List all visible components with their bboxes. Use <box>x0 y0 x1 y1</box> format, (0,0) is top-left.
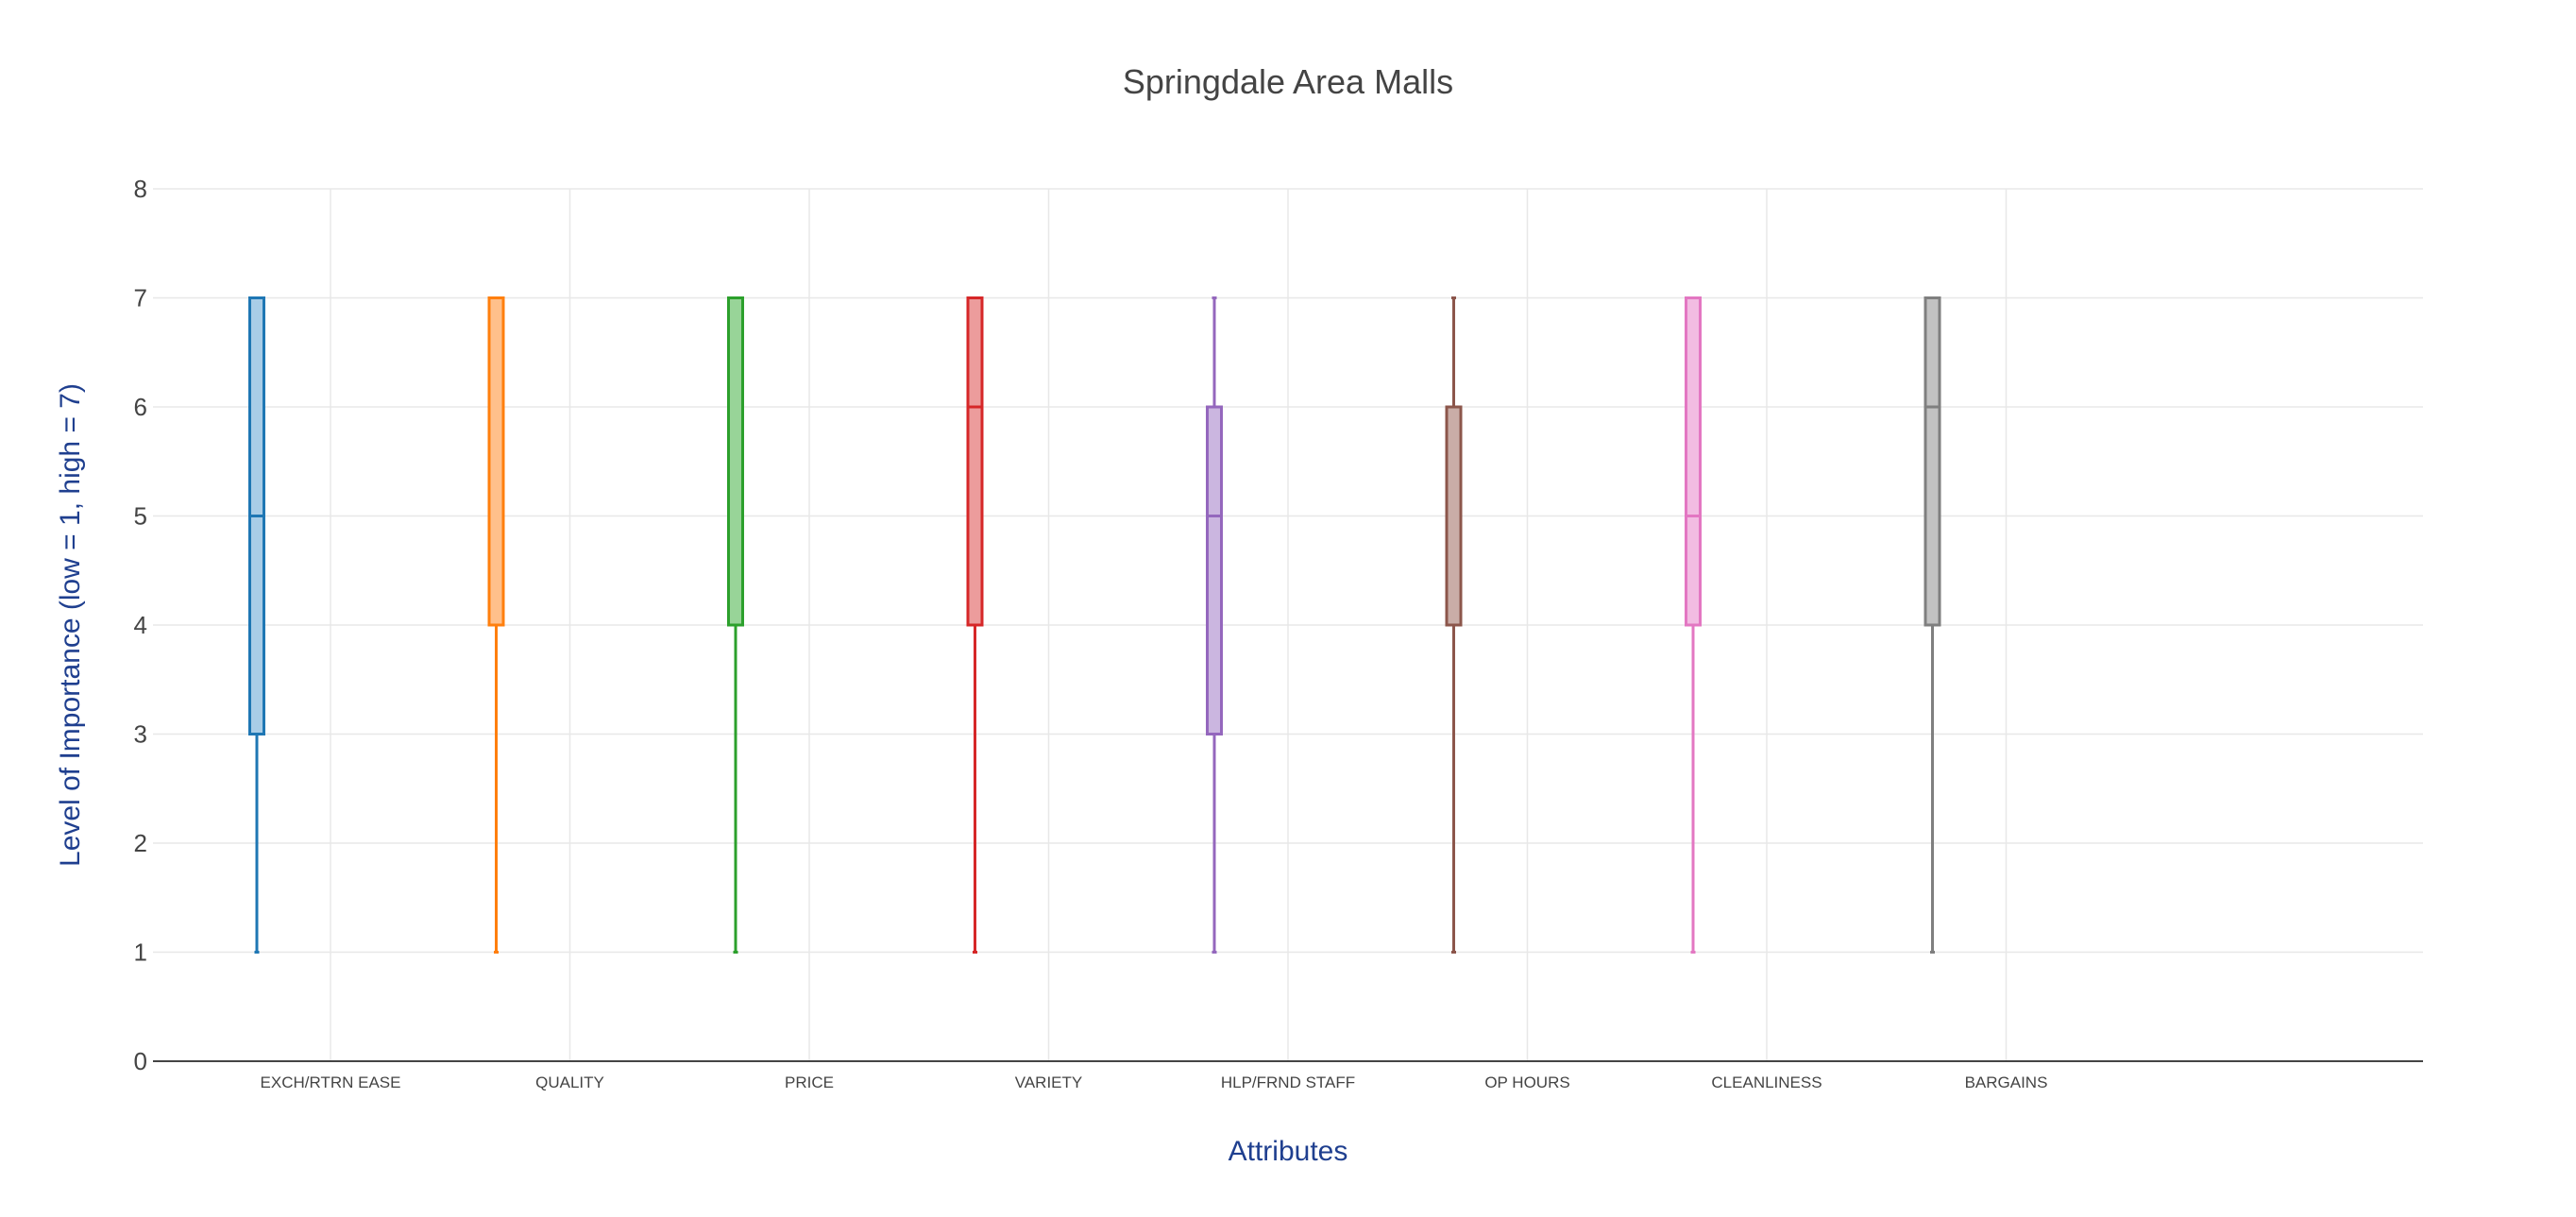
box-trace <box>1445 296 1463 954</box>
box-trace <box>727 296 744 954</box>
x-tick-label: BARGAINS <box>1965 1073 2048 1091</box>
y-tick-label: 5 <box>134 502 147 531</box>
box-iqr <box>1206 405 1223 735</box>
box-iqr <box>1685 296 1702 627</box>
y-axis-title: Level of Importance (low = 1, high = 7) <box>55 383 86 867</box>
x-tick-label: EXCH/RTRN EASE <box>261 1073 401 1091</box>
axes: 0 1 2 3 4 5 6 7 8 EXCH/RTRN EASE QUALITY PRICE VARIE… <box>134 175 2423 1091</box>
box-trace <box>248 296 265 954</box>
box-trace <box>1685 296 1702 954</box>
box-iqr <box>1924 296 1941 627</box>
box-trace <box>487 296 505 954</box>
box-iqr <box>966 296 984 627</box>
box-trace <box>1206 296 1223 954</box>
x-tick-label: QUALITY <box>535 1073 604 1091</box>
box-iqr <box>487 296 505 627</box>
box-iqr <box>1445 405 1463 627</box>
y-tick-label: 1 <box>134 938 147 967</box>
x-tick-label: HLP/FRND STAFF <box>1221 1073 1355 1091</box>
y-tick-label: 7 <box>134 284 147 313</box>
y-tick-label: 0 <box>134 1047 147 1075</box>
box-traces <box>248 296 1941 954</box>
x-tick-label: VARIETY <box>1015 1073 1082 1091</box>
x-tick-label: PRICE <box>785 1073 834 1091</box>
y-tick-label: 8 <box>134 175 147 203</box>
y-tick-label: 4 <box>134 611 147 639</box>
y-tick-label: 6 <box>134 393 147 421</box>
x-tick-label: OP HOURS <box>1484 1073 1569 1091</box>
gridlines <box>153 188 2423 1061</box>
box-trace <box>966 296 984 954</box>
box-trace <box>1924 296 1941 954</box>
box-iqr <box>727 296 744 627</box>
x-tick-label: CLEANLINESS <box>1711 1073 1822 1091</box>
y-tick-label: 3 <box>134 720 147 749</box>
chart-title: Springdale Area Malls <box>1123 62 1453 101</box>
x-axis-title: Attributes <box>1229 1136 1348 1167</box>
y-tick-label: 2 <box>134 829 147 857</box>
